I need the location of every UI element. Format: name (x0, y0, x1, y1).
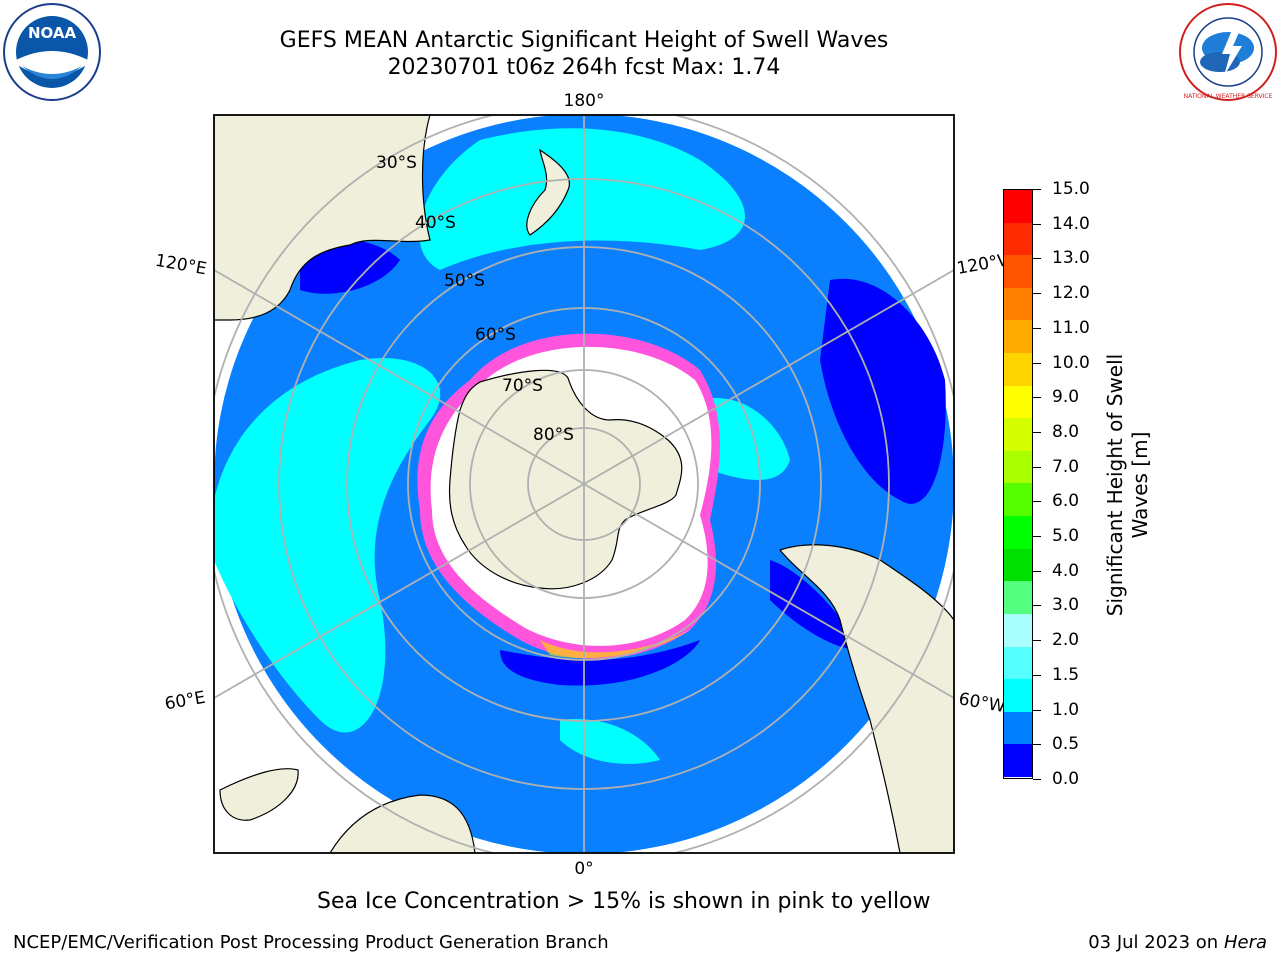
lat-label-60s: 60°S (475, 325, 516, 345)
noaa-logo-icon: NOAA (3, 3, 101, 101)
colorbar-tick-label: 3.0 (1052, 595, 1080, 616)
colorbar-tick-mark (1033, 466, 1041, 468)
colorbar-tick-mark (1033, 744, 1041, 746)
footer-date-text: 03 Jul 2023 on (1088, 932, 1224, 953)
lon-label-60e: 60°E (163, 688, 207, 715)
footer-host: Hera (1223, 932, 1267, 953)
colorbar-tick-label: 1.0 (1052, 699, 1080, 720)
nws-logo-text: NATIONAL WEATHER SERVICE (1184, 93, 1273, 100)
sea-ice-inner-yellow (540, 630, 690, 659)
madagascar-landmass (219, 768, 299, 821)
lon-label-120e: 120°E (154, 251, 208, 280)
colorbar-label-line1: Significant Height of Swell (1103, 353, 1127, 617)
lat-label-50s: 50°S (444, 271, 485, 291)
colorbar-tick-mark (1033, 779, 1041, 780)
colorbar-tick-label: 9.0 (1052, 387, 1080, 408)
colorbar-tick-label: 13.0 (1052, 248, 1090, 269)
colorbar-tick-label: 11.0 (1052, 317, 1090, 338)
swell-cyan-region-south (560, 719, 660, 764)
footer-credit: NCEP/EMC/Verification Post Processing Pr… (13, 932, 609, 953)
colorbar-segment (1004, 190, 1032, 223)
colorbar-tick-mark (1033, 674, 1041, 676)
swell-cyan-region-west (214, 358, 441, 733)
antarctica-landmass (448, 369, 683, 590)
colorbar-segment (1004, 483, 1032, 517)
colorbar-tick-mark (1033, 362, 1041, 364)
colorbar-tick-mark (1033, 189, 1041, 190)
meridian-60e-120w (214, 269, 954, 699)
colorbar-tick-mark (1033, 431, 1041, 433)
colorbar-segment (1004, 581, 1032, 614)
colorbar-segment (1004, 222, 1032, 256)
lat-label-70s: 70°S (502, 376, 543, 396)
colorbar-segment (1004, 255, 1032, 288)
swell-darkblue-region-east-pacific (820, 278, 946, 504)
colorbar-tick-label: 15.0 (1052, 179, 1090, 199)
colorbar-tick-mark (1033, 327, 1041, 329)
new-zealand-landmass (526, 148, 571, 236)
colorbar-segment (1004, 744, 1032, 777)
colorbar-tick-label: 2.0 (1052, 630, 1080, 651)
colorbar-tick-label: 12.0 (1052, 283, 1090, 304)
colorbar-segment (1004, 287, 1032, 321)
colorbar-tick-mark (1033, 223, 1041, 225)
colorbar-segment (1004, 646, 1032, 680)
colorbar-tick-label: 0.0 (1052, 769, 1080, 789)
colorbar (1003, 189, 1033, 779)
colorbar-tick-label: 5.0 (1052, 526, 1080, 547)
colorbar-tick-label: 4.0 (1052, 560, 1080, 581)
colorbar-segment (1004, 516, 1032, 549)
colorbar-tick-mark (1033, 397, 1041, 399)
africa-landmass (329, 794, 476, 853)
swell-darkblue-region-weddell (500, 640, 700, 686)
nws-logo-icon: NATIONAL WEATHER SERVICE (1179, 3, 1277, 101)
colorbar-tick-mark (1033, 501, 1041, 503)
colorbar-label: Significant Height of Swell Waves [m] (1103, 305, 1153, 665)
swell-darkblue-region-south-america (770, 560, 860, 650)
swell-darkblue-region-australia (300, 239, 400, 294)
chart-subtitle: 20230701 t06z 264h fcst Max: 1.74 (387, 55, 781, 80)
lon-label-180: 180° (564, 91, 605, 111)
colorbar-segment (1004, 613, 1032, 647)
colorbar-tick-label: 7.0 (1052, 456, 1080, 477)
lat-label-30s: 30°S (376, 153, 417, 173)
colorbar-tick-mark (1033, 258, 1041, 260)
colorbar-tick-mark (1033, 605, 1041, 607)
lat-label-80s: 80°S (533, 425, 574, 445)
lat-label-40s: 40°S (415, 213, 456, 233)
colorbar-tick-label: 14.0 (1052, 213, 1090, 234)
colorbar-tick-label: 1.5 (1052, 664, 1080, 685)
colorbar-label-line2: Waves [m] (1128, 431, 1152, 539)
noaa-logo-text: NOAA (28, 24, 77, 42)
sea-ice-caption: Sea Ice Concentration > 15% is shown in … (317, 889, 931, 914)
colorbar-segment (1004, 679, 1032, 712)
meridian-lines (214, 115, 954, 853)
swell-cyan-region-north (419, 128, 745, 270)
colorbar-tick-label: 8.0 (1052, 421, 1080, 442)
lon-label-60w: 60°W (957, 689, 1007, 717)
map-content: 30°S 40°S 50°S 60°S 70°S 80°S (214, 115, 954, 853)
colorbar-segment (1004, 385, 1032, 419)
colorbar-segment (1004, 548, 1032, 582)
colorbar-tick-mark (1033, 709, 1041, 711)
colorbar-tick-mark (1033, 570, 1041, 572)
colorbar-tick-mark (1033, 640, 1041, 642)
colorbar-segment (1004, 353, 1032, 386)
colorbar-tick-mark (1033, 536, 1041, 538)
lon-label-0: 0° (574, 859, 593, 879)
colorbar-segment (1004, 450, 1032, 484)
colorbar-segment (1004, 711, 1032, 745)
colorbar-tick-label: 10.0 (1052, 352, 1090, 373)
chart-title: GEFS MEAN Antarctic Significant Height o… (279, 28, 889, 53)
map-frame (213, 114, 955, 854)
footer-date: 03 Jul 2023 on Hera (1088, 932, 1267, 953)
colorbar-tick-label: 6.0 (1052, 491, 1080, 512)
colorbar-tick-mark (1033, 293, 1041, 295)
colorbar-segment (1004, 418, 1032, 451)
swell-cyan-region-east (700, 398, 790, 480)
south-america-landmass (778, 544, 954, 853)
colorbar-segment (1004, 320, 1032, 354)
colorbar-tick-label: 0.5 (1052, 734, 1080, 755)
